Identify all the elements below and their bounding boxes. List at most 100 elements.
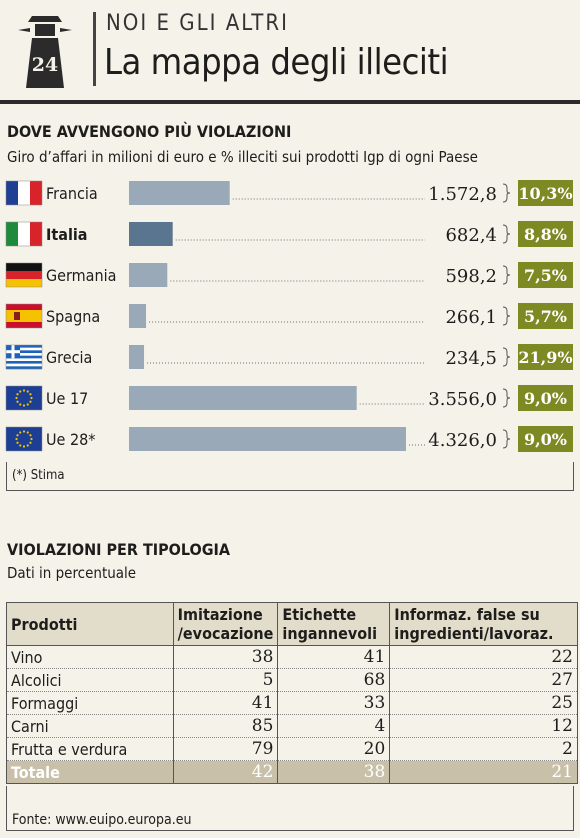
cell-product: Carni bbox=[6, 714, 174, 738]
cell-value: 68 bbox=[277, 668, 391, 692]
table-subtitle: Dati in percentuale bbox=[7, 564, 137, 582]
cell-product: Vino bbox=[6, 645, 174, 669]
table-row: Vino 38 41 22 bbox=[6, 645, 578, 669]
value-label: 266,1 bbox=[445, 307, 497, 328]
chart-subtitle: Giro d’affari in milioni di euro e % ill… bbox=[7, 148, 478, 166]
percent-badge bbox=[518, 180, 573, 206]
chart-row: Ue 28* 4.326,0 9,0% bbox=[5, 426, 573, 452]
value-label: 598,2 bbox=[445, 266, 497, 287]
cell-value: 41 bbox=[277, 645, 391, 669]
category-label: Germania bbox=[46, 266, 116, 285]
cell-value: 25 bbox=[389, 691, 578, 715]
percent-badge bbox=[518, 221, 573, 247]
header-imitazione: Imitazione /evocazione bbox=[172, 602, 279, 646]
bar bbox=[129, 181, 230, 205]
flag-germany-icon bbox=[5, 262, 43, 288]
percent-label: 5,7% bbox=[524, 307, 567, 326]
cell-value: 5 bbox=[172, 668, 279, 692]
table-title: VIOLAZIONI PER TIPOLOGIA bbox=[7, 540, 231, 559]
violations-table-wrap: Prodotti Imitazione /evocazione Etichett… bbox=[6, 602, 578, 784]
source-box bbox=[6, 786, 574, 831]
cell-total-value: 21 bbox=[389, 760, 578, 784]
chart-row: Spagna 266,1 5,7% bbox=[5, 303, 573, 329]
brace-icon bbox=[502, 183, 511, 203]
header-informaz: Informaz. false su ingredienti/lavoraz. bbox=[389, 602, 578, 646]
value-label: 682,4 bbox=[445, 225, 497, 246]
cell-value: 38 bbox=[172, 645, 279, 669]
table-row: Formaggi 41 33 25 bbox=[6, 691, 578, 715]
bar bbox=[129, 345, 145, 369]
flag-eu-icon bbox=[5, 426, 43, 452]
cell-product: Formaggi bbox=[6, 691, 174, 715]
percent-label: 7,5% bbox=[524, 266, 567, 285]
footnote: (*) Stima bbox=[12, 468, 65, 483]
brace-icon bbox=[502, 429, 511, 449]
category-label: Francia bbox=[46, 184, 98, 203]
cell-value: 27 bbox=[389, 668, 578, 692]
header-prodotti: Prodotti bbox=[6, 602, 174, 646]
brace-icon bbox=[502, 347, 511, 367]
category-label: Spagna bbox=[46, 307, 100, 326]
cell-value: 41 bbox=[172, 691, 279, 715]
cell-total-value: 38 bbox=[277, 760, 391, 784]
table-total-row: Totale 42 38 21 bbox=[6, 760, 578, 784]
bar bbox=[129, 263, 168, 287]
category-label: Grecia bbox=[46, 348, 92, 367]
flag-italy-icon bbox=[5, 221, 43, 247]
chart-title: DOVE AVVENGONO PIÙ VIOLAZIONI bbox=[7, 122, 292, 141]
percent-badge bbox=[518, 344, 573, 370]
article-header: 24 NOI E GLI ALTRI La mappa degli illeci… bbox=[0, 0, 580, 100]
bar bbox=[129, 427, 406, 451]
percent-label: 9,0% bbox=[524, 430, 567, 449]
cell-product: Alcolici bbox=[6, 668, 174, 692]
note-box bbox=[6, 462, 574, 491]
flag-eu-icon bbox=[5, 385, 43, 411]
flag-greece-icon bbox=[5, 344, 43, 370]
chart-row: Germania 598,2 7,5% bbox=[5, 262, 573, 288]
category-label: Ue 17 bbox=[46, 389, 88, 408]
percent-badge bbox=[518, 385, 573, 411]
brace-icon bbox=[502, 224, 511, 244]
cell-value: 4 bbox=[277, 714, 391, 738]
source-text: Fonte: www.euipo.europa.eu bbox=[12, 812, 192, 828]
cell-product: Frutta e verdura bbox=[6, 737, 174, 761]
section-label: NOI E GLI ALTRI bbox=[106, 11, 289, 36]
lighthouse-badge-icon: 24 bbox=[18, 16, 72, 88]
cell-value: 22 bbox=[389, 645, 578, 669]
violations-table: Prodotti Imitazione /evocazione Etichett… bbox=[6, 602, 578, 784]
headline: La mappa degli illeciti bbox=[104, 42, 449, 83]
category-label: Ue 28* bbox=[46, 430, 95, 449]
percent-label: 10,3% bbox=[518, 184, 572, 203]
cell-total-value: 42 bbox=[172, 760, 279, 784]
chart-row: Grecia 234,5 21,9% bbox=[5, 344, 573, 370]
brace-icon bbox=[502, 265, 511, 285]
bar bbox=[129, 222, 173, 246]
value-label: 4.326,0 bbox=[428, 430, 497, 451]
cell-value: 33 bbox=[277, 691, 391, 715]
bar-chart: Francia 1.572,8 10,3% Italia 682,4 8,8% German… bbox=[0, 172, 580, 462]
value-label: 234,5 bbox=[445, 348, 497, 369]
table-row: Carni 85 4 12 bbox=[6, 714, 578, 738]
table-row: Alcolici 5 68 27 bbox=[6, 668, 578, 692]
header-etichette: Etichette ingannevoli bbox=[277, 602, 391, 646]
value-label: 1.572,8 bbox=[428, 184, 497, 205]
chart-row: Francia 1.572,8 10,3% bbox=[5, 180, 573, 206]
percent-label: 8,8% bbox=[524, 225, 567, 244]
brace-icon bbox=[502, 306, 511, 326]
header-divider bbox=[93, 12, 96, 86]
flag-france-icon bbox=[5, 180, 43, 206]
cell-value: 2 bbox=[389, 737, 578, 761]
brace-icon bbox=[502, 388, 511, 408]
badge-number: 24 bbox=[32, 54, 58, 76]
cell-value: 12 bbox=[389, 714, 578, 738]
category-label: Italia bbox=[46, 225, 88, 244]
percent-label: 9,0% bbox=[524, 389, 567, 408]
percent-badge bbox=[518, 426, 573, 452]
cell-value: 85 bbox=[172, 714, 279, 738]
bar-chart-svg: Francia 1.572,8 10,3% Italia 682,4 8,8% German… bbox=[5, 180, 573, 452]
table-row: Frutta e verdura 79 20 2 bbox=[6, 737, 578, 761]
bar bbox=[129, 304, 147, 328]
flag-spain-icon bbox=[5, 303, 43, 329]
cell-total-label: Totale bbox=[6, 760, 174, 784]
percent-badge bbox=[518, 262, 573, 288]
